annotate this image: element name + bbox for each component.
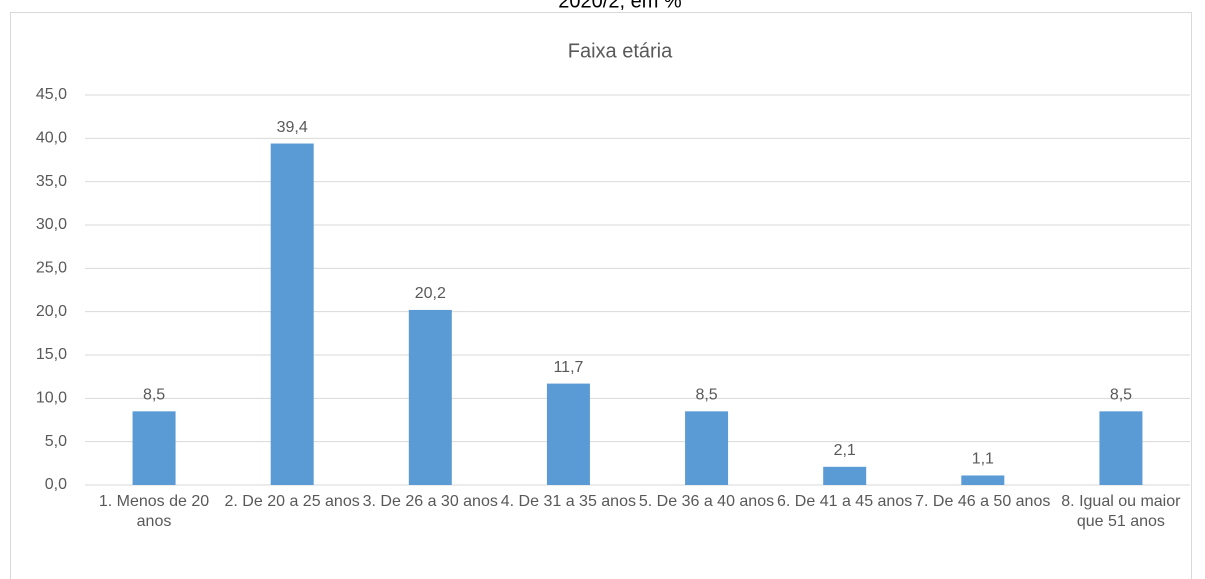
x-tick-label: 1. Menos de 20 anos bbox=[98, 493, 210, 530]
value-label: 2,1 bbox=[834, 442, 856, 459]
y-tick-label: 25,0 bbox=[36, 260, 67, 277]
y-tick-label: 10,0 bbox=[36, 390, 67, 407]
value-label: 8,5 bbox=[143, 387, 165, 404]
bar bbox=[1099, 411, 1143, 485]
x-tick-label: 6. De 41 a 45 anos bbox=[777, 493, 913, 510]
x-tick-label: 4. De 31 a 35 anos bbox=[500, 493, 636, 510]
y-tick-label: 15,0 bbox=[36, 346, 67, 363]
value-label: 8,5 bbox=[1110, 387, 1132, 404]
bar bbox=[961, 475, 1005, 485]
bar bbox=[270, 143, 314, 486]
chart-title: Faixa etária bbox=[568, 40, 673, 62]
bar bbox=[408, 309, 452, 485]
value-label: 11,7 bbox=[553, 359, 583, 376]
value-label: 39,4 bbox=[277, 119, 308, 136]
value-label: 8,5 bbox=[695, 387, 717, 404]
value-label: 1,1 bbox=[972, 451, 994, 468]
y-tick-label: 30,0 bbox=[36, 216, 67, 233]
bar bbox=[685, 411, 729, 485]
bar bbox=[132, 411, 176, 485]
x-tick-label: 8. Igual ou maior que 51 anos bbox=[1061, 493, 1181, 530]
y-tick-label: 40,0 bbox=[36, 130, 67, 147]
y-tick-label: 0,0 bbox=[45, 476, 67, 493]
value-label: 20,2 bbox=[415, 285, 446, 302]
x-tick-label: 3. De 26 a 30 anos bbox=[362, 493, 498, 510]
y-tick-label: 20,0 bbox=[36, 303, 67, 320]
y-tick-label: 45,0 bbox=[36, 86, 67, 103]
caption-mask bbox=[500, 0, 740, 12]
y-tick-label: 35,0 bbox=[36, 173, 67, 190]
caption: 2020/2, em % bbox=[558, 0, 682, 12]
x-tick-label: 7. De 46 a 50 anos bbox=[915, 493, 1051, 510]
x-tick-label: 2. De 20 a 25 anos bbox=[224, 493, 360, 510]
y-tick-label: 5,0 bbox=[45, 433, 67, 450]
bar bbox=[546, 383, 590, 485]
x-tick-label: 5. De 36 a 40 anos bbox=[638, 493, 775, 510]
bar bbox=[823, 466, 867, 485]
